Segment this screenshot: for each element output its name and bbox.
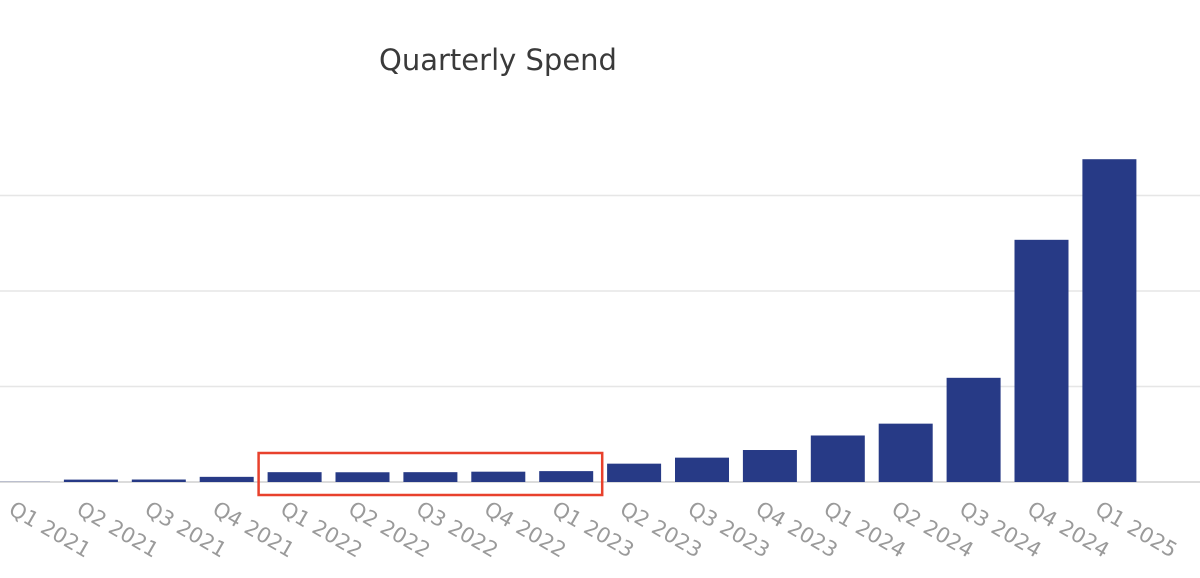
bar-q3-2023 [675, 457, 729, 482]
chart-title: Quarterly Spend [379, 43, 617, 77]
bars [0, 159, 1137, 482]
bar-q1-2024 [810, 435, 865, 482]
bar-q1-2023 [539, 471, 594, 482]
highlight-annotation [257, 451, 604, 497]
bar-q4-2021 [199, 476, 254, 482]
bar-q2-2023 [607, 463, 662, 482]
bar-q3-2022 [403, 472, 458, 482]
bar-q4-2024 [1014, 239, 1069, 482]
bar-q3-2021 [131, 479, 186, 482]
bar-q2-2022 [335, 472, 390, 482]
bar-q1-2022 [267, 472, 322, 482]
bar-q2-2024 [878, 423, 933, 482]
bar-q1-2025 [1082, 159, 1137, 482]
bar-q4-2022 [471, 471, 526, 482]
bar-q2-2021 [63, 479, 118, 482]
bar-q4-2023 [742, 450, 797, 482]
highlight-box [257, 451, 604, 497]
bar-q3-2024 [946, 377, 1001, 482]
